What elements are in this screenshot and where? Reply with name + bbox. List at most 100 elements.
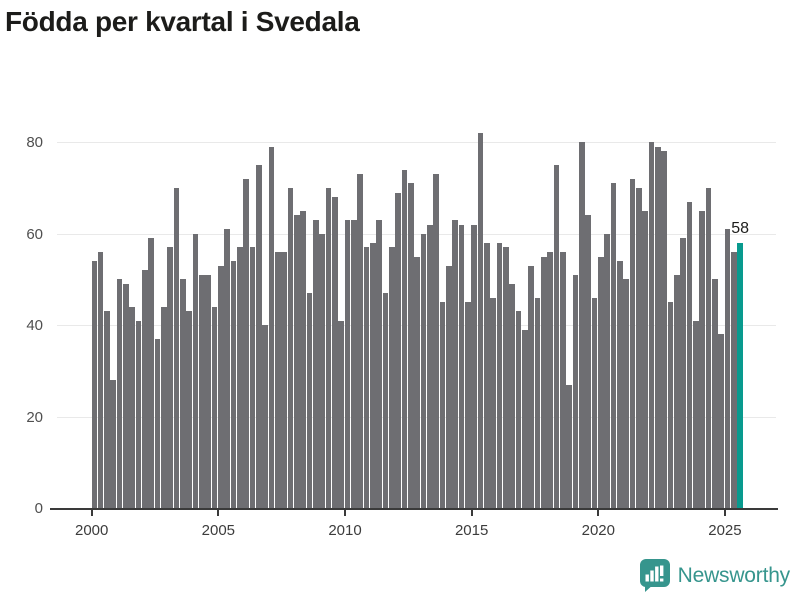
bar bbox=[256, 165, 262, 508]
bar bbox=[351, 220, 357, 508]
bar bbox=[674, 274, 680, 508]
bar bbox=[648, 142, 655, 508]
x-axis-tick-label: 2010 bbox=[328, 522, 362, 539]
x-axis-tick-label: 2025 bbox=[708, 522, 742, 539]
bar bbox=[344, 220, 351, 508]
bar bbox=[382, 293, 389, 508]
bar bbox=[325, 188, 332, 508]
bar bbox=[281, 252, 287, 508]
bar bbox=[243, 178, 249, 508]
bar bbox=[718, 334, 724, 508]
newsworthy-logo[interactable]: Newsworthy bbox=[639, 559, 791, 592]
bar bbox=[294, 215, 300, 508]
bar bbox=[452, 220, 458, 508]
bar bbox=[528, 265, 534, 508]
bar bbox=[503, 247, 509, 508]
bar bbox=[655, 146, 661, 508]
bar bbox=[471, 224, 477, 508]
bar bbox=[541, 256, 547, 508]
bar bbox=[110, 380, 116, 508]
bar bbox=[376, 220, 382, 508]
x-axis-tick bbox=[344, 510, 346, 516]
bar bbox=[129, 306, 135, 508]
bar bbox=[446, 265, 452, 508]
bar bbox=[420, 233, 427, 508]
bar bbox=[458, 224, 465, 508]
bar bbox=[357, 174, 363, 508]
bar bbox=[91, 261, 97, 508]
bar bbox=[699, 210, 705, 508]
bar bbox=[496, 242, 503, 508]
newsworthy-icon bbox=[639, 559, 670, 592]
bar bbox=[268, 146, 275, 508]
bar bbox=[142, 270, 148, 508]
bar bbox=[230, 261, 237, 508]
bar bbox=[148, 238, 154, 508]
gridline bbox=[57, 142, 776, 143]
bar bbox=[585, 215, 591, 508]
bar bbox=[275, 252, 281, 508]
y-axis-tick-label: 40 bbox=[26, 317, 43, 334]
bar bbox=[135, 320, 142, 508]
y-axis-tick-label: 0 bbox=[34, 500, 43, 517]
bar bbox=[705, 188, 712, 508]
bar bbox=[414, 256, 420, 508]
bar bbox=[591, 297, 598, 508]
bar bbox=[623, 279, 629, 508]
x-axis-tick bbox=[471, 510, 473, 516]
bar bbox=[522, 329, 528, 508]
bar bbox=[237, 247, 243, 508]
x-axis-tick-label: 2015 bbox=[454, 522, 489, 539]
bar bbox=[408, 183, 414, 508]
newsworthy-brand-text: Newsworthy bbox=[677, 563, 791, 587]
x-axis-tick-label: 2020 bbox=[581, 522, 615, 539]
bar bbox=[642, 210, 648, 508]
bar bbox=[154, 338, 161, 508]
bar bbox=[629, 178, 636, 508]
bar bbox=[97, 252, 104, 508]
bar bbox=[553, 165, 560, 508]
highlight-value-label: 58 bbox=[731, 219, 750, 237]
bar bbox=[363, 247, 370, 508]
bar bbox=[667, 302, 674, 508]
bar bbox=[579, 142, 585, 508]
bar bbox=[610, 183, 617, 508]
bar bbox=[218, 265, 224, 508]
x-axis-tick bbox=[597, 510, 599, 516]
bar bbox=[313, 220, 319, 508]
bar bbox=[389, 247, 395, 508]
bar bbox=[534, 297, 541, 508]
bar bbox=[161, 306, 167, 508]
bar bbox=[338, 320, 344, 508]
bar bbox=[104, 311, 110, 508]
bar bbox=[211, 306, 218, 508]
x-axis-tick bbox=[91, 510, 93, 516]
bar bbox=[205, 274, 211, 508]
x-axis-tick-label: 2000 bbox=[75, 522, 109, 539]
bar bbox=[186, 311, 192, 508]
bar bbox=[566, 384, 572, 508]
bar bbox=[224, 229, 230, 508]
bar bbox=[693, 320, 699, 508]
bar bbox=[572, 274, 579, 508]
bar bbox=[370, 242, 376, 508]
bar bbox=[617, 261, 623, 508]
bar bbox=[547, 252, 553, 508]
bar bbox=[262, 325, 268, 508]
bar bbox=[439, 302, 446, 508]
bar bbox=[192, 233, 199, 508]
bar bbox=[306, 293, 313, 508]
x-axis-line bbox=[50, 508, 778, 510]
bar bbox=[477, 133, 484, 508]
bar bbox=[401, 169, 408, 508]
y-axis-tick-label: 60 bbox=[26, 226, 43, 243]
bar bbox=[249, 247, 256, 508]
bar bbox=[123, 284, 129, 508]
y-axis-tick-label: 80 bbox=[26, 134, 43, 151]
gridline bbox=[57, 234, 776, 235]
bar bbox=[300, 210, 306, 508]
chart-title: Födda per kvartal i Svedala bbox=[5, 6, 360, 37]
bar bbox=[686, 201, 693, 508]
bar bbox=[199, 274, 205, 508]
